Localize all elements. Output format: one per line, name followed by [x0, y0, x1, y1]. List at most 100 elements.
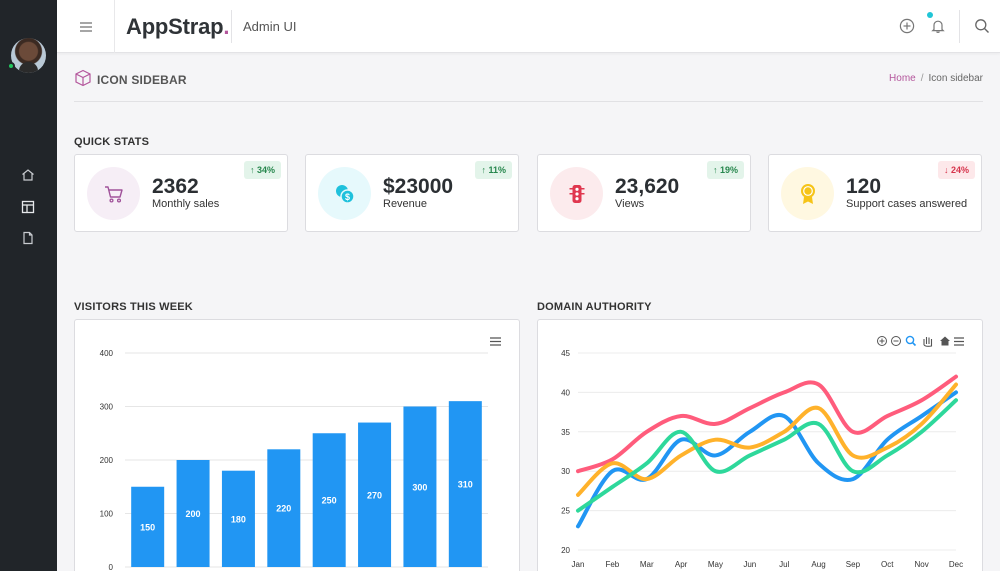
magnifier-icon[interactable] [905, 335, 917, 347]
y-tick-label: 100 [100, 510, 114, 519]
x-tick-label: Sep [846, 560, 861, 569]
series-line [576, 382, 958, 497]
domain-chart-card: 20 25 30 35 40 45 Jan Feb Mar Apr May Jun Jul Aug Sep O… [537, 319, 983, 571]
page-header: ICON SIDEBAR Home / Icon sidebar [74, 68, 983, 102]
cart-icon [87, 167, 140, 220]
page-title: ICON SIDEBAR [97, 73, 187, 87]
brand-dot: . [223, 14, 230, 39]
notification-dot [927, 12, 933, 18]
stat-label: Support cases answered [846, 198, 968, 210]
search-icon[interactable] [971, 15, 993, 37]
stat-value: 23,620 [615, 175, 680, 198]
trend-badge: ↑ 34% [243, 161, 281, 179]
stat-card-views[interactable]: 23,620 Views ↑ 19% [537, 154, 751, 232]
y-tick-label: 35 [561, 428, 570, 437]
y-tick-label: 300 [100, 403, 114, 412]
zoom-out-icon[interactable] [891, 336, 901, 346]
bar [403, 406, 437, 567]
zoom-in-icon[interactable] [877, 336, 887, 346]
svg-text:$: $ [344, 192, 349, 202]
cube-icon [74, 69, 92, 92]
stat-card-revenue[interactable]: $ $23000 Revenue ↑ 11% [305, 154, 519, 232]
file-icon[interactable] [19, 229, 37, 247]
online-status-dot [7, 62, 15, 70]
hamburger-icon [79, 21, 92, 32]
bar [176, 460, 210, 567]
trend-badge: ↑ 19% [706, 161, 744, 179]
bar-data-label: 250 [322, 496, 337, 506]
x-tick-label: Jul [779, 560, 789, 569]
bar [448, 401, 482, 567]
domain-chart-heading: DOMAIN AUTHORITY [537, 301, 652, 313]
visitors-chart-card: 0 100 200 300 400 150 200 180 220 250 270 300 310 [74, 319, 520, 571]
y-tick-label: 200 [100, 456, 114, 465]
menu-toggle-button[interactable] [57, 0, 115, 53]
add-icon[interactable] [896, 15, 918, 37]
header-subtitle: Admin UI [243, 19, 297, 34]
x-tick-label: Aug [811, 560, 825, 569]
stat-value: $23000 [383, 175, 454, 198]
bar-data-label: 310 [458, 480, 473, 490]
bar-data-label: 180 [231, 514, 246, 524]
y-tick-label: 45 [561, 349, 570, 358]
series-line [576, 398, 958, 513]
header-divider [231, 10, 232, 43]
avatar[interactable] [11, 38, 46, 73]
award-icon [781, 167, 834, 220]
y-tick-label: 400 [100, 349, 114, 358]
breadcrumb-current: Icon sidebar [928, 73, 983, 84]
stat-label: Revenue [383, 198, 428, 210]
brand-name: AppStrap [126, 14, 224, 39]
domain-line-chart: 20 25 30 35 40 45 Jan Feb Mar Apr May Jun Jul Aug Sep O… [561, 335, 964, 569]
bar-data-label: 150 [140, 522, 155, 532]
bar [267, 449, 301, 567]
x-tick-label: Apr [675, 560, 688, 569]
bar [221, 470, 255, 567]
x-tick-label: Feb [605, 560, 619, 569]
quick-stats-heading: QUICK STATS [74, 136, 150, 148]
bar [131, 486, 165, 567]
y-tick-label: 20 [561, 546, 570, 555]
x-tick-label: Jan [572, 560, 585, 569]
y-tick-label: 40 [561, 388, 570, 397]
header-divider-right [959, 10, 960, 43]
bar-data-label: 300 [412, 482, 427, 492]
bar-data-label: 200 [186, 509, 201, 519]
stat-card-support[interactable]: 120 Support cases answered ↓ 24% [768, 154, 982, 232]
visitors-chart-heading: VISITORS THIS WEEK [74, 301, 193, 313]
y-tick-label: 0 [109, 563, 114, 571]
x-tick-label: Oct [881, 560, 894, 569]
bar [312, 433, 346, 567]
x-tick-label: Jun [743, 560, 756, 569]
y-tick-label: 30 [561, 467, 570, 476]
breadcrumb: Home / Icon sidebar [889, 73, 983, 84]
bar [358, 422, 392, 567]
stat-value: 120 [846, 175, 882, 198]
reset-home-icon[interactable] [940, 336, 950, 346]
bar-data-label: 270 [367, 490, 382, 500]
brand-logo[interactable]: AppStrap. [126, 14, 230, 40]
x-tick-label: May [708, 560, 723, 569]
bar-data-label: 220 [276, 504, 291, 514]
chart-menu-icon[interactable] [954, 337, 964, 346]
breadcrumb-home-link[interactable]: Home [889, 73, 916, 84]
traffic-light-icon [550, 167, 603, 220]
home-icon[interactable] [19, 166, 37, 184]
pan-hand-icon[interactable] [923, 337, 933, 347]
stat-card-sales[interactable]: 2362 Monthly sales ↑ 34% [74, 154, 288, 232]
stat-value: 2362 [152, 175, 199, 198]
icon-sidebar [0, 0, 57, 571]
x-tick-label: Dec [949, 560, 963, 569]
y-tick-label: 25 [561, 507, 570, 516]
chart-menu-icon[interactable] [490, 337, 501, 346]
x-tick-label: Mar [640, 560, 654, 569]
stat-label: Monthly sales [152, 198, 220, 210]
stat-label: Views [615, 198, 645, 210]
series-line [576, 374, 958, 474]
chart-toolbar [877, 335, 964, 347]
x-tick-label: Nov [915, 560, 929, 569]
trend-badge: ↑ 11% [475, 161, 512, 179]
bell-icon[interactable] [927, 15, 949, 37]
trend-badge: ↓ 24% [937, 161, 975, 179]
layout-icon[interactable] [19, 198, 37, 216]
